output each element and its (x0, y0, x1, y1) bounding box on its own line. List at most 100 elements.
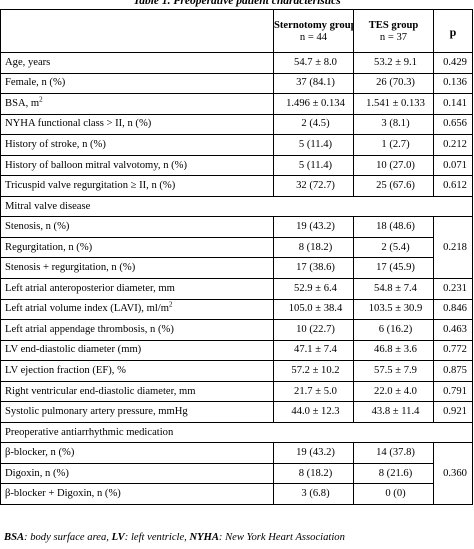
p-value: 0.212 (433, 134, 473, 156)
table-section-row: Preoperative antiarrhythmic medication (0, 421, 473, 444)
sternotomy-value: 57.2 ± 10.2 (273, 360, 354, 382)
p-value: 0.463 (433, 319, 473, 341)
sternotomy-value: 21.7 ± 5.0 (273, 380, 354, 403)
table-row: LV end-diastolic diameter (mm) 47.1 ± 7.… (0, 339, 473, 362)
footnote-bsa-abbr: BSA (4, 532, 25, 543)
row-label: Regurgitation, n (%) (0, 236, 274, 259)
row-label: Left atrial appendage thrombosis, n (%) (0, 319, 274, 341)
row-label: LV ejection fraction (EF), % (0, 360, 274, 382)
tes-value: 8 (21.6) (353, 462, 434, 485)
sternotomy-value: 47.1 ± 7.4 (273, 339, 354, 362)
p-value: 0.846 (433, 298, 473, 321)
table-row: Left atrial volume index (LAVI), ml/m2 1… (0, 298, 473, 321)
table-row: BSA, m2 1.496 ± 0.134 1.541 ± 0.133 0.14… (0, 93, 473, 115)
row-label: LV end-diastolic diameter (mm) (0, 339, 274, 362)
header-tes: TES group n = 37 (353, 9, 434, 53)
tes-value: 10 (27.0) (353, 154, 434, 177)
sternotomy-value: 37 (84.1) (273, 72, 354, 95)
footnote-nyha-abbr: NYHA (189, 532, 219, 543)
row-label-text: Left atrial volume index (LAVI), ml/m (5, 303, 169, 315)
sternotomy-value: 5 (11.4) (273, 134, 354, 156)
header-sternotomy-title: Sternotomy group (274, 20, 354, 31)
section-label-antiarrhythmic-medication: Preoperative antiarrhythmic medication (0, 421, 473, 444)
tes-value: 17 (45.9) (353, 257, 434, 280)
p-value: 0.612 (433, 175, 473, 197)
table-row: Systolic pulmonary artery pressure, mmHg… (0, 401, 473, 423)
table-row: Left atrial anteroposterior diameter, mm… (0, 278, 473, 300)
tes-value: 6 (16.2) (353, 319, 434, 341)
header-sternotomy: Sternotomy group n = 44 (273, 9, 354, 53)
table-row: Stenosis, n (%) 19 (43.2) 18 (48.6) 0.21… (0, 216, 473, 280)
row-label-text: BSA, m (5, 97, 40, 109)
row-label: Age, years (0, 52, 274, 74)
sternotomy-value: 1.496 ± 0.134 (273, 93, 354, 115)
header-sternotomy-n: n = 44 (299, 32, 328, 43)
row-label: NYHA functional class > II, n (%) (0, 113, 274, 136)
table-row: β-blocker, n (%) 19 (43.2) 14 (37.8) 0.3… (0, 442, 473, 506)
p-value: 0.921 (433, 401, 473, 423)
p-value: 0.875 (433, 360, 473, 382)
tes-value: 0 (0) (353, 483, 434, 506)
table-row: Stenosis + regurgitation, n (%) 17 (38.6… (0, 257, 473, 280)
footnote-lv-abbr: LV (111, 532, 125, 543)
tes-value: 43.8 ± 11.4 (353, 401, 434, 423)
footnote-bsa-text: : body surface area, (24, 532, 112, 543)
row-label: β-blocker + Digoxin, n (%) (0, 483, 274, 506)
sternotomy-value: 8 (18.2) (273, 236, 354, 259)
row-label: BSA, m2 (0, 93, 274, 115)
sternotomy-value: 54.7 ± 8.0 (273, 52, 354, 74)
row-label: Left atrial volume index (LAVI), ml/m2 (0, 298, 274, 321)
table-row: Right ventricular end-diastolic diameter… (0, 380, 473, 403)
header-tes-n: n = 37 (379, 32, 408, 43)
table-header-row: Sternotomy group n = 44 TES group n = 37… (0, 9, 473, 53)
tes-value: 25 (67.6) (353, 175, 434, 197)
p-value: 0.231 (433, 278, 473, 300)
tes-value: 14 (37.8) (353, 442, 434, 464)
p-value: 0.141 (433, 93, 473, 115)
table-row: History of balloon mitral valvotomy, n (… (0, 154, 473, 177)
sternotomy-value: 2 (4.5) (273, 113, 354, 136)
row-label-superscript: 2 (39, 95, 43, 104)
row-label: Digoxin, n (%) (0, 462, 274, 485)
tes-value: 22.0 ± 4.0 (353, 380, 434, 403)
table-row: NYHA functional class > II, n (%) 2 (4.5… (0, 113, 473, 136)
tes-value: 53.2 ± 9.1 (353, 52, 434, 74)
row-label: Stenosis + regurgitation, n (%) (0, 257, 274, 280)
row-label: History of stroke, n (%) (0, 134, 274, 156)
sternotomy-value: 5 (11.4) (273, 154, 354, 177)
row-label: Stenosis, n (%) (0, 216, 274, 238)
row-label: Systolic pulmonary artery pressure, mmHg (0, 401, 274, 423)
tes-value: 57.5 ± 7.9 (353, 360, 434, 382)
table-row: Regurgitation, n (%) 8 (18.2) 2 (5.4) (0, 236, 473, 259)
table-row: β-blocker + Digoxin, n (%) 3 (6.8) 0 (0) (0, 483, 473, 506)
patient-characteristics-table: Sternotomy group n = 44 TES group n = 37… (0, 9, 473, 506)
row-label: Tricuspid valve regurgitation ≥ II, n (%… (0, 175, 274, 197)
tes-value: 103.5 ± 30.9 (353, 298, 434, 321)
p-value-medication-group: 0.360 (433, 442, 473, 506)
header-tes-title: TES group (368, 20, 419, 31)
row-label: Right ventricular end-diastolic diameter… (0, 380, 274, 403)
footnote-lv-text: : left ventricle, (124, 532, 190, 543)
row-label-superscript: 2 (168, 300, 173, 309)
sternotomy-value: 19 (43.2) (273, 442, 354, 464)
header-label-cell (0, 9, 274, 53)
sternotomy-value: 3 (6.8) (273, 483, 354, 506)
p-value-mitral-group: 0.218 (433, 216, 473, 280)
sternotomy-value: 19 (43.2) (273, 216, 354, 238)
table-row: Left atrial appendage thrombosis, n (%) … (0, 319, 473, 341)
p-value: 0.791 (433, 380, 473, 403)
sternotomy-value: 44.0 ± 12.3 (273, 401, 354, 423)
sternotomy-value: 17 (38.6) (273, 257, 354, 280)
table-caption: Table 1. Preoperative patient characteri… (133, 0, 341, 7)
sternotomy-value: 32 (72.7) (273, 175, 354, 197)
row-label: β-blocker, n (%) (0, 442, 274, 464)
table-row: LV ejection fraction (EF), % 57.2 ± 10.2… (0, 360, 473, 382)
section-label-mitral-valve-disease: Mitral valve disease (0, 195, 473, 218)
table-row: Female, n (%) 37 (84.1) 26 (70.3) 0.136 (0, 72, 473, 95)
sternotomy-value: 105.0 ± 38.4 (273, 298, 354, 321)
table-section-row: Mitral valve disease (0, 195, 473, 218)
p-value: 0.429 (433, 52, 473, 74)
p-value: 0.071 (433, 154, 473, 177)
table-row: History of stroke, n (%) 5 (11.4) 1 (2.7… (0, 134, 473, 156)
table-row: Age, years 54.7 ± 8.0 53.2 ± 9.1 0.429 (0, 52, 473, 74)
